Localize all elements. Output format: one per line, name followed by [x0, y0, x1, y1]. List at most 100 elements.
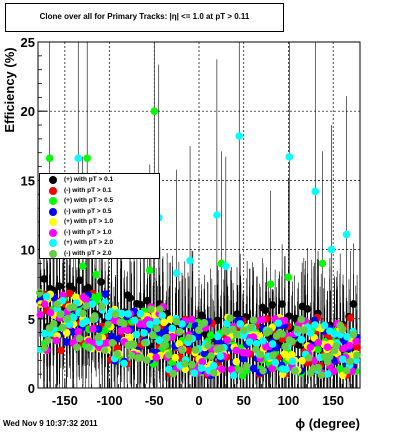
data-point [97, 278, 105, 286]
data-point [50, 319, 58, 328]
data-point [191, 346, 200, 354]
data-point [338, 325, 347, 334]
data-point [200, 349, 208, 358]
legend-item: (-) with pT > 1.0 [40, 228, 160, 238]
data-point [108, 332, 116, 341]
data-point [75, 276, 84, 285]
data-point [256, 350, 265, 359]
legend-marker-icon [49, 197, 57, 205]
data-point [252, 345, 260, 354]
data-point [58, 323, 67, 332]
data-point [188, 315, 196, 324]
data-point [124, 310, 132, 318]
data-point [200, 318, 209, 327]
data-point [352, 337, 360, 346]
data-point [265, 327, 273, 335]
data-point [310, 356, 319, 365]
y-tick-label: 20 [21, 104, 35, 119]
data-point [172, 269, 181, 277]
data-point [314, 345, 322, 354]
data-point [132, 330, 141, 339]
data-point [62, 338, 71, 346]
data-point [306, 329, 315, 337]
data-point [339, 344, 348, 353]
data-point [343, 333, 351, 341]
x-tick-label: 100 [278, 393, 300, 408]
x-tick-label: -100 [97, 393, 123, 408]
data-point [40, 275, 49, 283]
data-point [210, 369, 218, 377]
data-point [268, 301, 277, 309]
data-point [120, 359, 128, 368]
legend-item: (-) with pT > 0.5 [40, 207, 160, 217]
data-point [246, 323, 255, 332]
data-point [68, 328, 77, 336]
data-point [223, 336, 231, 344]
data-point [345, 341, 354, 350]
data-point [342, 230, 351, 239]
data-point [258, 315, 267, 324]
data-point [288, 337, 296, 346]
data-point [293, 325, 302, 334]
data-point [146, 320, 154, 329]
legend-label: (-) with pT > 0.1 [64, 186, 112, 194]
data-point [213, 211, 221, 219]
data-point [94, 325, 103, 333]
data-point [323, 343, 332, 351]
data-point [94, 333, 103, 342]
data-point [42, 292, 51, 301]
data-point [297, 335, 306, 344]
legend-label: (+) with pT > 0.1 [64, 176, 114, 183]
data-point [229, 371, 238, 380]
data-point [271, 358, 279, 367]
data-point [298, 356, 306, 365]
data-point [88, 300, 97, 308]
data-point [82, 302, 91, 310]
data-point [85, 337, 93, 346]
data-point [62, 328, 71, 337]
data-point [136, 300, 145, 309]
legend-label: (-) with pT > 1.0 [64, 228, 112, 236]
data-point [73, 343, 81, 352]
data-point [153, 324, 161, 333]
x-tick-label: 0 [195, 393, 202, 408]
data-point [95, 292, 103, 300]
data-point [314, 363, 323, 372]
data-point [169, 369, 178, 378]
data-point [147, 305, 155, 314]
legend-marker-icon [49, 186, 57, 195]
data-point [232, 357, 241, 366]
data-point [55, 282, 64, 290]
data-point [194, 326, 203, 334]
data-point [127, 351, 136, 360]
legend-marker-icon [49, 228, 57, 237]
data-point [236, 366, 245, 375]
data-point [285, 153, 294, 161]
data-point [291, 314, 300, 323]
data-point [338, 355, 347, 364]
x-axis-label: ϕ (degree) [295, 416, 360, 431]
data-point [197, 311, 206, 320]
data-point [218, 365, 226, 373]
data-point [330, 330, 339, 338]
y-axis-label: Efficiency (%) [2, 47, 17, 132]
data-point [317, 371, 326, 379]
data-point [261, 306, 270, 315]
legend-item: (-) with pT > 2.0 [40, 249, 160, 259]
x-tick-label: 150 [322, 393, 344, 408]
data-point [83, 154, 91, 163]
data-point [36, 288, 44, 297]
y-tick-label: 15 [21, 173, 35, 188]
data-point [104, 320, 113, 329]
data-point [149, 331, 157, 340]
legend-marker-icon [49, 218, 57, 226]
data-point [79, 309, 87, 318]
data-point [113, 350, 121, 358]
data-point [252, 339, 261, 348]
data-point [156, 305, 164, 314]
data-point [239, 326, 248, 334]
x-tick-label: -150 [52, 393, 78, 408]
data-point [74, 328, 83, 336]
data-point [168, 324, 177, 333]
data-point [150, 107, 159, 115]
